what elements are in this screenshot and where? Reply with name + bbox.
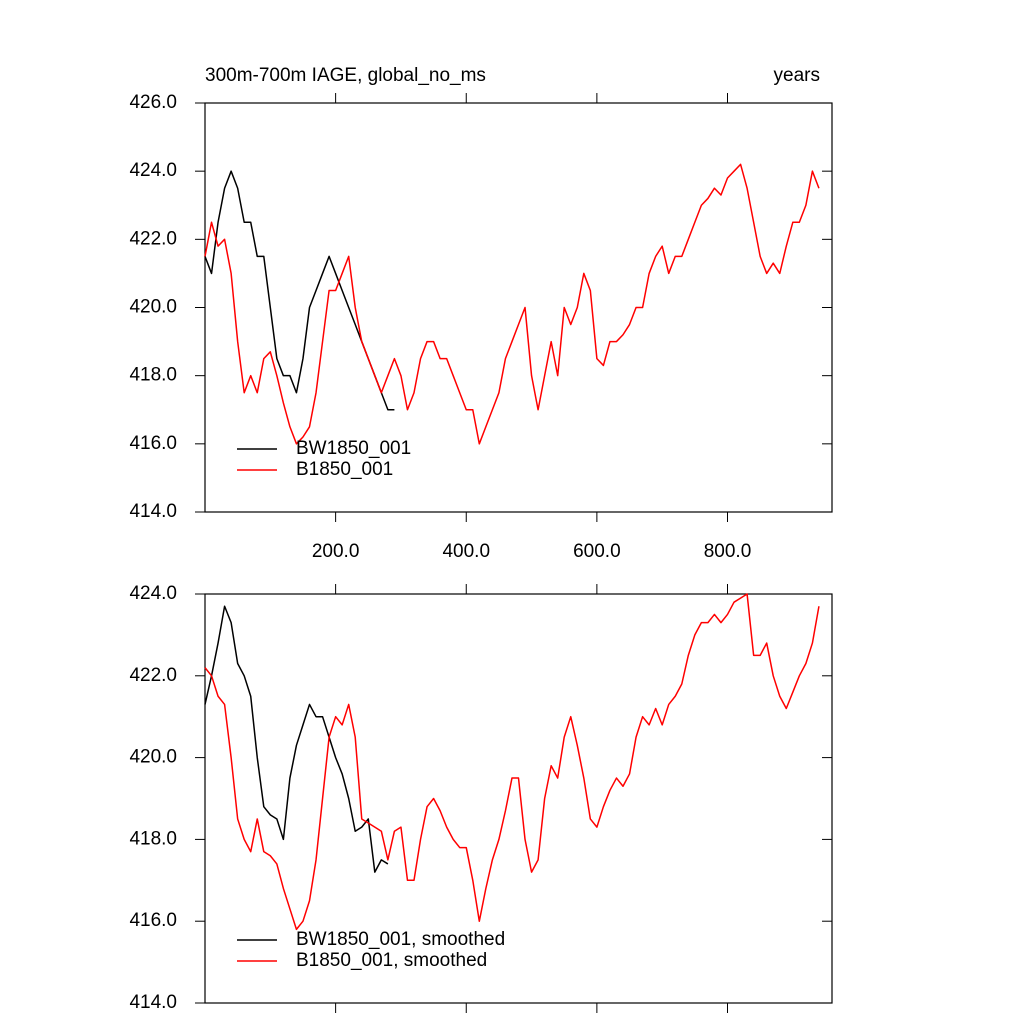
y-tick-label: 418.0 bbox=[129, 828, 177, 849]
y-tick-label: 420.0 bbox=[129, 747, 177, 768]
y-tick-label: 422.0 bbox=[129, 228, 177, 249]
y-tick-label: 414.0 bbox=[129, 992, 177, 1013]
chart-title: 300m-700m IAGE, global_no_ms bbox=[205, 65, 486, 86]
legend-label: BW1850_001, smoothed bbox=[296, 929, 505, 950]
x-tick-label: 800.0 bbox=[704, 541, 752, 562]
series-line bbox=[204, 605, 389, 873]
legend-label: BW1850_001 bbox=[296, 438, 411, 459]
units-label: years bbox=[774, 65, 820, 86]
x-tick-label: 600.0 bbox=[573, 541, 621, 562]
y-tick-label: 424.0 bbox=[129, 583, 177, 604]
y-tick-label: 414.0 bbox=[129, 501, 177, 522]
series-line bbox=[204, 593, 820, 931]
y-tick-label: 426.0 bbox=[129, 92, 177, 113]
y-tick-label: 418.0 bbox=[129, 365, 177, 386]
y-tick-label: 420.0 bbox=[129, 297, 177, 318]
y-tick-label: 416.0 bbox=[129, 433, 177, 454]
y-tick-label: 416.0 bbox=[129, 910, 177, 931]
plot-frame bbox=[204, 593, 833, 1004]
y-tick-label: 422.0 bbox=[129, 665, 177, 686]
series-line bbox=[204, 163, 820, 445]
x-tick-label: 200.0 bbox=[312, 541, 360, 562]
y-tick-label: 424.0 bbox=[129, 160, 177, 181]
legend-label: B1850_001, smoothed bbox=[296, 950, 487, 971]
legend-label: B1850_001 bbox=[296, 459, 393, 480]
x-tick-label: 400.0 bbox=[442, 541, 490, 562]
